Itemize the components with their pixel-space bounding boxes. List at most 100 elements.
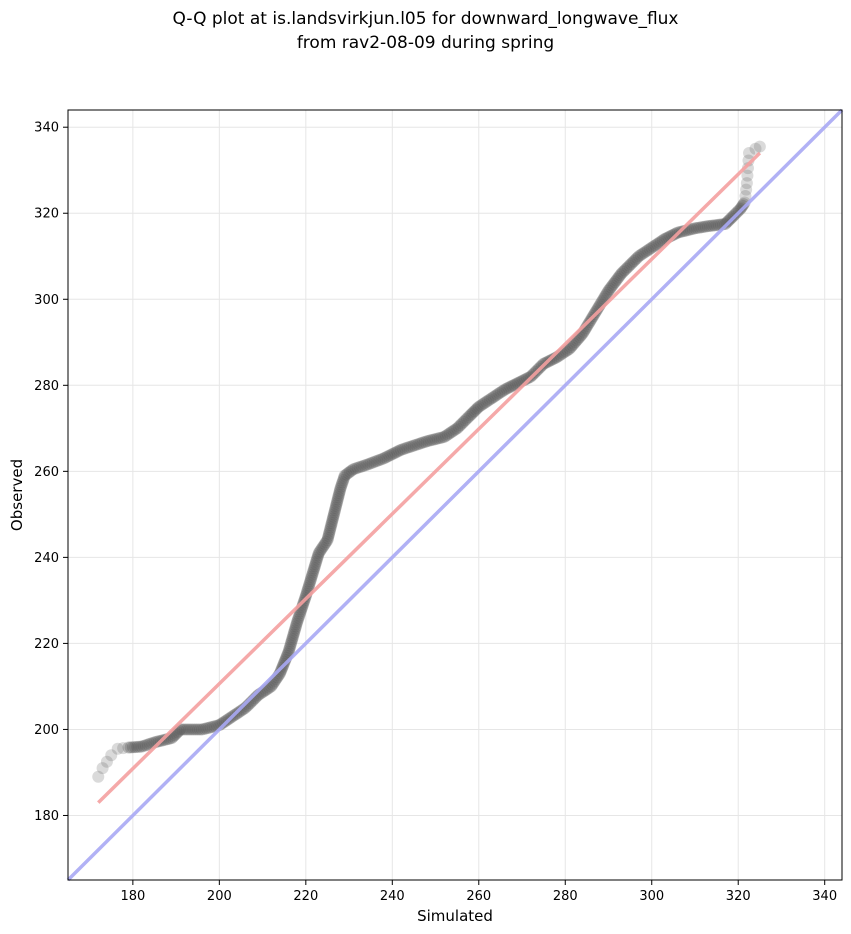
quantile-point: [740, 177, 753, 190]
fit-line: [97, 151, 762, 804]
quantile-point: [620, 262, 633, 275]
quantile-point: [502, 381, 515, 394]
quantile-point: [472, 400, 485, 413]
quantile-point: [440, 429, 453, 442]
quantile-point: [291, 613, 304, 626]
quantile-point: [96, 762, 109, 775]
quantile-point: [655, 235, 668, 248]
quantile-point: [465, 407, 478, 420]
quantile-point: [695, 221, 708, 234]
quantile-point: [686, 222, 699, 235]
quantile-point: [603, 282, 616, 295]
quantile-point: [452, 420, 465, 433]
quantile-point: [684, 223, 697, 236]
quantile-point: [405, 440, 418, 453]
quantile-point: [347, 463, 360, 476]
quantile-point: [285, 635, 298, 648]
quantile-point: [697, 220, 710, 233]
quantile-point: [394, 443, 407, 456]
quantile-point: [150, 735, 163, 748]
quantile-point: [335, 478, 348, 491]
quantile-point: [688, 222, 701, 235]
quantile-point: [353, 461, 366, 474]
quantile-point: [566, 339, 579, 352]
quantile-point: [303, 579, 316, 592]
quantile-point: [122, 741, 135, 754]
quantile-point: [590, 304, 603, 317]
quantile-point: [389, 446, 402, 459]
quantile-point: [433, 432, 446, 445]
quantile-point: [299, 590, 312, 603]
quantile-point: [189, 723, 202, 736]
y-tick-label: 260: [34, 465, 59, 480]
quantile-point: [653, 236, 666, 249]
quantile-point: [331, 495, 344, 508]
quantile-point: [397, 443, 410, 456]
quantile-point: [100, 755, 113, 768]
quantile-point: [753, 140, 766, 153]
quantile-point: [504, 380, 517, 393]
quantile-point: [364, 457, 377, 470]
quantile-point: [701, 220, 714, 233]
quantile-point: [317, 539, 330, 552]
quantile-point: [407, 439, 420, 452]
quantile-point: [343, 465, 356, 478]
quantile-point: [631, 251, 644, 264]
quantile-point: [739, 190, 752, 203]
quantile-point: [283, 641, 296, 654]
quantile-point: [617, 265, 630, 278]
quantile-point: [360, 458, 373, 471]
quantile-point: [462, 411, 475, 424]
quantile-point: [441, 428, 454, 441]
quantile-point: [185, 723, 198, 736]
quantile-point: [305, 572, 318, 585]
quantile-point: [600, 288, 613, 301]
quantile-point: [286, 630, 299, 643]
quantile-point: [647, 240, 660, 253]
quantile-point: [283, 643, 296, 656]
quantile-point: [667, 228, 680, 241]
quantile-point: [454, 419, 467, 432]
quantile-point: [708, 219, 721, 232]
quantile-point: [274, 665, 287, 678]
quantile-point: [457, 415, 470, 428]
quantile-point: [327, 510, 340, 523]
y-axis-label: Observed: [8, 459, 26, 531]
quantile-point: [335, 480, 348, 493]
quantile-point: [493, 387, 506, 400]
quantile-point: [235, 704, 248, 717]
quantile-point: [325, 516, 338, 529]
quantile-point: [332, 489, 345, 501]
quantile-point: [315, 543, 328, 556]
quantile-point: [291, 615, 304, 628]
quantile-point: [284, 639, 297, 652]
quantile-point: [375, 453, 388, 466]
quantile-point: [337, 473, 350, 486]
identity-line: [66, 108, 844, 882]
quantile-point: [431, 432, 444, 445]
chart-title-line-1: Q-Q plot at is.landsvirkjun.l05 for down…: [172, 9, 679, 29]
quantile-point: [741, 162, 754, 175]
quantile-point: [306, 568, 319, 581]
quantile-point: [290, 618, 303, 631]
quantile-point: [111, 742, 124, 755]
quantile-point: [460, 412, 473, 425]
quantile-point: [312, 547, 325, 560]
quantile-point: [314, 545, 327, 558]
quantile-point: [611, 272, 624, 285]
quantile-point: [706, 219, 719, 232]
quantile-point: [331, 493, 344, 506]
quantile-point: [468, 405, 481, 418]
quantile-point: [623, 259, 636, 272]
quantile-point: [305, 570, 318, 583]
quantile-point: [489, 389, 502, 402]
quantile-point: [328, 506, 341, 519]
quantile-point: [124, 741, 137, 754]
quantile-point: [383, 449, 396, 462]
quantile-point: [333, 484, 346, 497]
x-tick-label: 340: [812, 889, 837, 904]
quantile-point: [546, 353, 559, 366]
quantile-point: [612, 270, 625, 283]
quantile-point: [393, 444, 406, 457]
